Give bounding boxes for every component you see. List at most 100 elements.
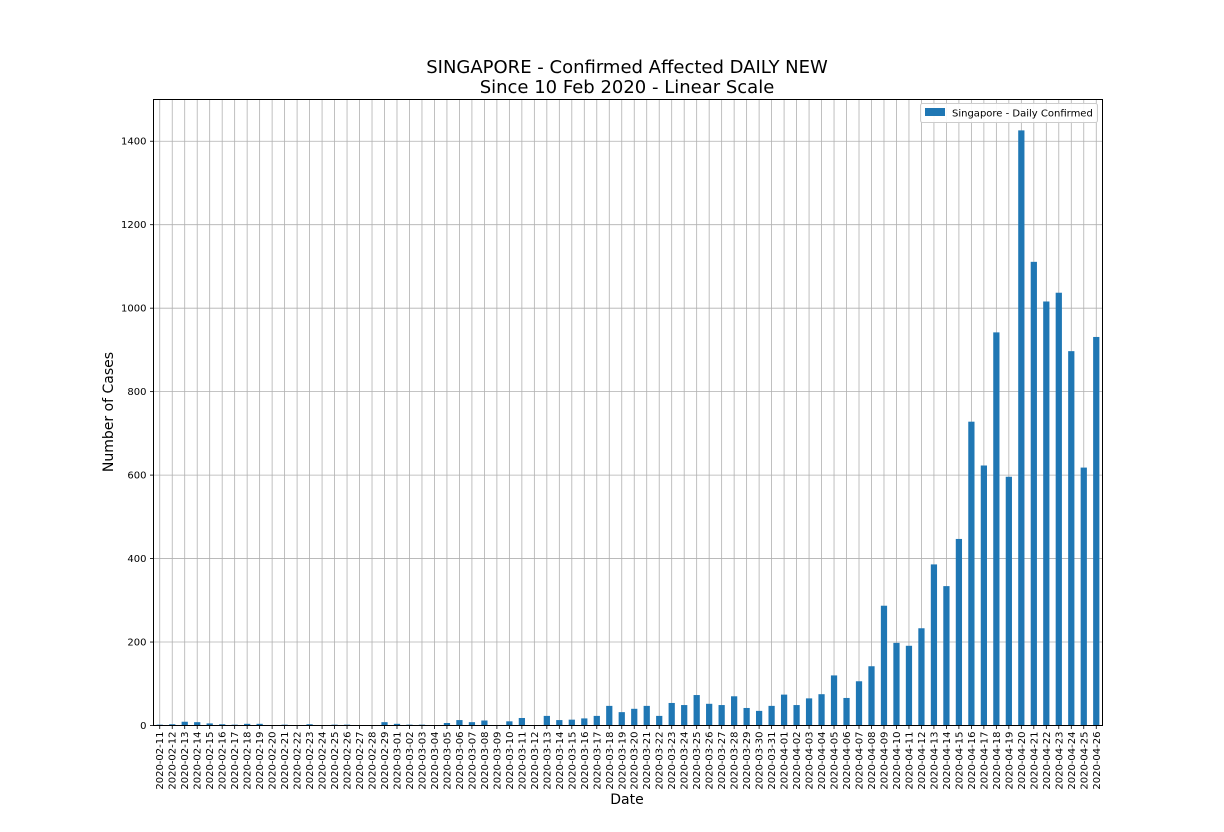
x-tick-label: 2020-04-11: [904, 732, 915, 790]
bar-2020-03-19: [619, 712, 625, 725]
bar-2020-04-13: [931, 564, 937, 725]
x-tick-label: 2020-03-27: [717, 732, 728, 790]
legend-label: Singapore - Daily Confirmed: [952, 109, 1093, 120]
x-tick-label: 2020-02-22: [293, 732, 304, 790]
x-tick-label: 2020-03-31: [767, 732, 778, 790]
bar-2020-03-17: [594, 716, 600, 726]
x-tick-label: 2020-04-02: [792, 732, 803, 790]
x-tick-label: 2020-02-19: [255, 732, 266, 790]
x-tick-label: 2020-03-21: [642, 732, 653, 790]
bar-2020-04-04: [818, 694, 824, 725]
x-tick-label: 2020-03-01: [392, 732, 403, 790]
legend-swatch: [925, 108, 945, 116]
x-tick-label: 2020-02-25: [330, 732, 341, 790]
x-tick-label: 2020-03-05: [442, 732, 453, 790]
bar-2020-04-18: [993, 332, 999, 725]
x-tick-label: 2020-04-13: [929, 732, 940, 790]
x-tick-label: 2020-03-12: [530, 732, 541, 790]
bar-2020-03-07: [469, 722, 475, 725]
bar-2020-03-24: [681, 705, 687, 725]
bar-2020-04-07: [856, 681, 862, 725]
bar-2020-03-23: [669, 703, 675, 726]
x-tick-label: 2020-04-17: [979, 732, 990, 790]
bar-2020-03-29: [744, 708, 750, 726]
x-tick-label: 2020-02-16: [218, 732, 229, 790]
x-tick-label: 2020-02-14: [193, 732, 204, 790]
x-tick-label: 2020-04-25: [1079, 732, 1090, 790]
bar-2020-03-18: [606, 706, 612, 726]
x-tick-label: 2020-04-05: [830, 732, 841, 790]
x-tick-label: 2020-02-26: [343, 732, 354, 790]
x-tick-label: 2020-03-09: [492, 732, 503, 790]
x-tick-label: 2020-03-25: [692, 732, 703, 790]
y-tick-label: 1200: [121, 220, 146, 231]
bar-2020-04-19: [1006, 477, 1012, 726]
bar-2020-03-30: [756, 711, 762, 726]
x-tick-label: 2020-03-08: [480, 732, 491, 790]
bar-2020-04-16: [968, 422, 974, 726]
bar-2020-03-16: [581, 718, 587, 725]
x-axis-label: Date: [610, 792, 643, 808]
legend: Singapore - Daily Confirmed: [921, 104, 1098, 123]
bar-2020-03-06: [456, 720, 462, 725]
bar-2020-03-08: [481, 720, 487, 725]
bar-2020-04-26: [1093, 337, 1099, 726]
bar-2020-03-14: [556, 720, 562, 725]
y-tick-label: 400: [127, 554, 146, 565]
bar-2020-03-20: [631, 709, 637, 726]
x-tick-label: 2020-03-26: [705, 732, 716, 790]
x-tick-label: 2020-04-01: [780, 732, 791, 790]
x-tick-label: 2020-03-16: [580, 732, 591, 790]
bar-2020-04-20: [1018, 130, 1024, 725]
bar-2020-02-13: [182, 722, 188, 726]
x-tick-label: 2020-03-03: [417, 732, 428, 790]
bar-2020-04-12: [918, 628, 924, 725]
bar-2020-04-15: [956, 539, 962, 726]
bar-2020-02-29: [381, 722, 387, 725]
bar-2020-04-17: [981, 466, 987, 726]
x-tick-label: 2020-04-03: [805, 732, 816, 790]
bar-2020-04-03: [806, 698, 812, 725]
x-tick-label: 2020-04-09: [879, 732, 890, 790]
chart-title-line1: SINGAPORE - Confirmed Affected DAILY NEW: [426, 57, 828, 78]
bar-2020-04-24: [1068, 351, 1074, 725]
x-tick-label: 2020-03-17: [592, 732, 603, 790]
y-tick-label: 200: [127, 638, 146, 649]
x-tick-label: 2020-04-10: [892, 732, 903, 790]
x-tick-label: 2020-04-24: [1067, 732, 1078, 790]
x-tick-label: 2020-03-30: [755, 732, 766, 790]
x-tick-label: 2020-02-20: [268, 732, 279, 790]
x-tick-label: 2020-03-07: [467, 732, 478, 790]
bar-2020-04-14: [943, 586, 949, 725]
x-tick-label: 2020-02-18: [243, 732, 254, 790]
bar-2020-04-22: [1043, 301, 1049, 725]
x-tick-label: 2020-03-24: [680, 732, 691, 790]
x-tick-label: 2020-02-17: [230, 732, 241, 790]
x-tick-label: 2020-04-08: [867, 732, 878, 790]
x-tick-label: 2020-03-20: [630, 732, 641, 790]
bar-2020-04-01: [781, 695, 787, 726]
bar-2020-03-22: [656, 716, 662, 726]
bar-2020-03-28: [731, 696, 737, 725]
x-tick-label: 2020-02-27: [355, 732, 366, 790]
x-tick-label: 2020-02-21: [280, 732, 291, 790]
bar-2020-04-21: [1031, 262, 1037, 726]
bar-2020-04-25: [1081, 468, 1087, 726]
x-tick-label: 2020-03-23: [667, 732, 678, 790]
x-tick-label: 2020-03-11: [517, 732, 528, 790]
y-tick-label: 600: [127, 471, 146, 482]
x-tick-label: 2020-02-13: [180, 732, 191, 790]
y-tick-label: 800: [127, 387, 146, 398]
x-tick-label: 2020-02-12: [168, 732, 179, 790]
x-tick-label: 2020-03-06: [455, 732, 466, 790]
bar-2020-03-13: [544, 716, 550, 726]
x-tick-label: 2020-03-13: [542, 732, 553, 790]
x-tick-label: 2020-03-04: [430, 732, 441, 790]
x-tick-label: 2020-03-10: [505, 732, 516, 790]
x-tick-label: 2020-04-18: [992, 732, 1003, 790]
chart-title-line2: Since 10 Feb 2020 - Linear Scale: [480, 77, 775, 98]
x-tick-label: 2020-02-11: [155, 732, 166, 790]
x-tick-label: 2020-03-02: [405, 732, 416, 790]
